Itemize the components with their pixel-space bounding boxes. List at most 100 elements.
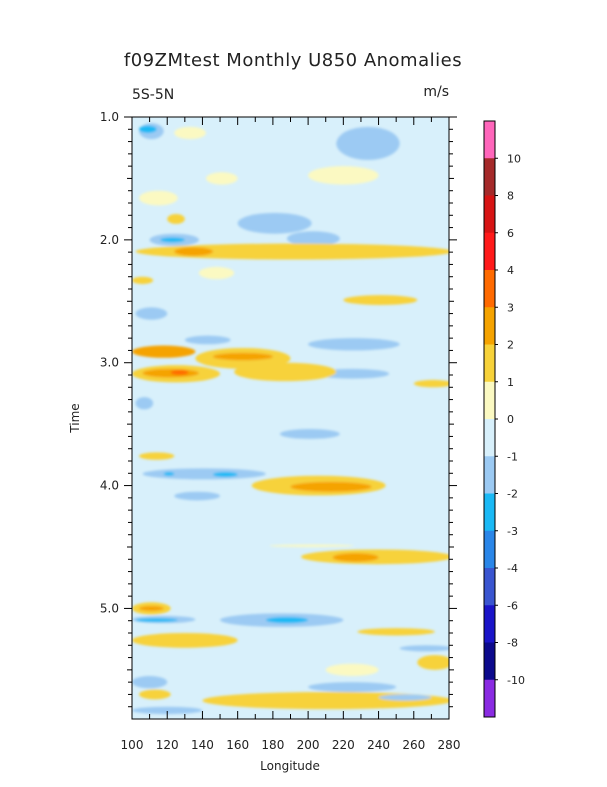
anomaly-feature-51: [417, 655, 449, 670]
colorbar-swatch: [484, 344, 495, 383]
anomaly-feature-50: [399, 645, 449, 652]
anomaly-feature-35: [213, 472, 238, 477]
x-tick-label: 260: [402, 738, 425, 752]
anomaly-feature-53: [132, 676, 168, 689]
anomaly-feature-55: [202, 691, 449, 710]
region-label: 5S-5N: [132, 87, 174, 103]
anomaly-feature-43: [139, 605, 164, 611]
colorbar-label: -8: [507, 637, 518, 650]
x-tick-label: 180: [261, 738, 284, 752]
anomaly-feature-41: [332, 553, 379, 562]
chart-title: f09ZMtest Monthly U850 Anomalies: [124, 50, 462, 71]
x-tick-label: 220: [332, 738, 355, 752]
colorbar-label: 10: [507, 152, 521, 165]
anomaly-feature-11: [160, 237, 185, 243]
anomaly-feature-18: [135, 307, 168, 320]
anomaly-feature-58: [132, 706, 203, 715]
anomaly-feature-33: [142, 468, 266, 480]
anomaly-feature-56: [139, 689, 171, 700]
x-tick-label: 280: [438, 738, 461, 752]
y-tick-label: 2.0: [100, 233, 119, 247]
colorbar-label: 3: [507, 301, 514, 314]
colorbar-label: -3: [507, 525, 518, 538]
y-axis-label: Time: [68, 403, 82, 433]
anomaly-feature-26: [170, 370, 189, 375]
anomaly-feature-54: [308, 682, 397, 692]
anomaly-feature-48: [132, 633, 238, 648]
colorbar-label: 2: [507, 339, 514, 352]
x-tick-label: 240: [367, 738, 390, 752]
anomaly-feature-21: [132, 345, 196, 358]
colorbar-label: -10: [507, 674, 525, 687]
anomaly-feature-17: [343, 295, 418, 305]
x-tick-label: 160: [226, 738, 249, 752]
anomaly-feature-30: [135, 397, 154, 410]
x-tick-label: 120: [156, 738, 179, 752]
anomaly-feature-34: [163, 472, 175, 476]
anomaly-feature-28: [234, 362, 337, 382]
anomaly-feature-49: [357, 628, 435, 636]
colorbar-swatch: [484, 605, 495, 643]
anomaly-feature-12: [286, 231, 340, 246]
y-tick-label: 1.0: [100, 110, 119, 124]
colorbar-label: 1: [507, 376, 514, 389]
colorbar-swatch: [484, 568, 495, 606]
colorbar-swatch: [484, 195, 495, 234]
anomaly-feature-6: [308, 166, 379, 185]
anomaly-feature-20: [308, 338, 400, 351]
colorbar-label: -1: [507, 450, 518, 463]
anomaly-feature-45: [135, 618, 178, 622]
anomaly-feature-2: [336, 126, 400, 160]
x-axis: 100 120 140 160 180 200 220 240 260 280: [121, 117, 461, 752]
anomaly-feature-16: [132, 276, 154, 285]
anomaly-feature-1: [301, 131, 347, 142]
colorbar-label: -2: [507, 488, 518, 501]
colorbar-label: 6: [507, 227, 514, 240]
anomaly-feature-4: [139, 125, 157, 133]
anomaly-feature-29: [413, 379, 449, 388]
anomaly-feature-23: [213, 352, 273, 361]
anomaly-feature-38: [174, 491, 221, 501]
colorbar-swatch: [484, 493, 495, 532]
anomaly-feature-31: [279, 429, 340, 439]
colorbar-label: 4: [507, 264, 514, 277]
colorbar-swatch: [484, 456, 495, 494]
anomaly-feature-15: [198, 266, 235, 280]
colorbar-label: -4: [507, 562, 518, 575]
colorbar-swatch: [484, 307, 495, 345]
y-tick-label: 5.0: [100, 601, 119, 615]
anomaly-feature-14: [174, 247, 214, 256]
anomaly-feature-52: [325, 663, 379, 676]
anomaly-feature-9: [237, 212, 312, 234]
anomaly-feature-57: [378, 694, 432, 701]
anomaly-feature-39: [269, 544, 354, 547]
colorbar-swatch: [484, 419, 495, 457]
anomaly-feature-32: [139, 452, 175, 460]
colorbar-swatch: [484, 381, 495, 420]
anomaly-contours: [132, 123, 449, 715]
units-label: m/s: [423, 84, 449, 100]
y-axis: 1.0 2.0 3.0 4.0 5.0: [100, 110, 457, 708]
x-axis-label: Longitude: [260, 759, 320, 773]
colorbar-swatch: [484, 642, 495, 681]
x-tick-label: 200: [297, 738, 320, 752]
plot-area: [131, 116, 450, 720]
y-tick-label: 4.0: [100, 479, 119, 493]
x-tick-label: 140: [191, 738, 214, 752]
anomaly-feature-8: [167, 214, 185, 224]
colorbar-swatch: [484, 232, 495, 271]
anomaly-feature-47: [265, 617, 309, 624]
colorbar-swatch: [484, 679, 495, 718]
colorbar-swatch: [484, 121, 495, 159]
anomaly-feature-19: [184, 335, 231, 345]
colorbar-label: 8: [507, 190, 514, 203]
colorbar-swatch: [484, 270, 495, 308]
anomaly-feature-25: [142, 368, 199, 378]
anomaly-feature-13: [135, 243, 449, 260]
colorbar-label: 0: [507, 413, 514, 426]
colorbar-swatch: [484, 158, 495, 196]
anomaly-feature-0: [174, 126, 206, 140]
x-tick-label: 100: [121, 738, 144, 752]
